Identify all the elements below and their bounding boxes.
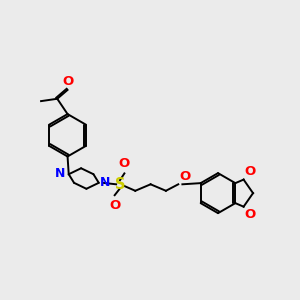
Text: N: N bbox=[55, 167, 65, 180]
Text: S: S bbox=[115, 177, 125, 192]
Text: O: O bbox=[109, 199, 120, 212]
Text: O: O bbox=[179, 170, 191, 183]
Text: O: O bbox=[245, 208, 256, 221]
Text: N: N bbox=[100, 176, 111, 189]
Text: O: O bbox=[119, 157, 130, 170]
Text: O: O bbox=[245, 165, 256, 178]
Text: O: O bbox=[62, 75, 74, 88]
